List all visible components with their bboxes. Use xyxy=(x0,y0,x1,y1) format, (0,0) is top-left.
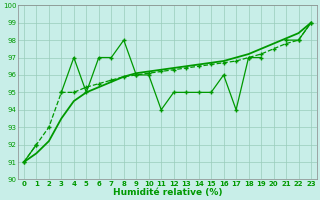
X-axis label: Humidité relative (%): Humidité relative (%) xyxy=(113,188,222,197)
